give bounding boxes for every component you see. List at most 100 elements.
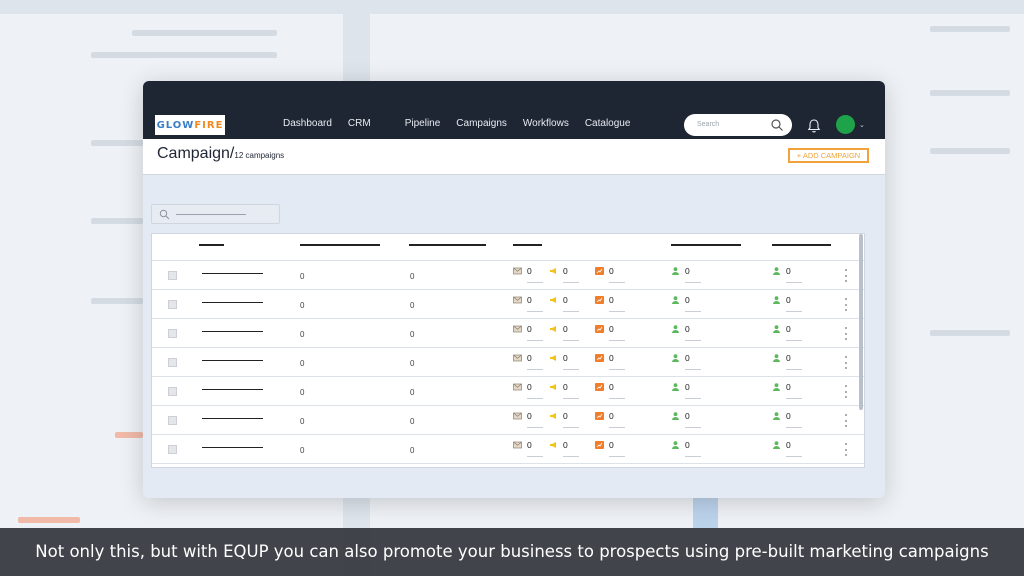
row-checkbox[interactable]: [168, 358, 177, 367]
stat-email: 0: [513, 382, 543, 400]
stat-underline: [527, 282, 543, 283]
stat-underline: [609, 369, 625, 370]
table-row[interactable]: 0 0 0 0 0 0 0: [152, 348, 864, 377]
stat-underline: [563, 369, 579, 370]
table-row[interactable]: 0 0 0 0 0 0 0: [152, 319, 864, 348]
campaign-name-placeholder[interactable]: [202, 302, 263, 303]
search-icon[interactable]: [770, 118, 784, 132]
cell-col-2: 0: [410, 417, 415, 426]
header-col-1[interactable]: [300, 244, 380, 246]
cell-col-1: 0: [300, 388, 305, 397]
header-col-2[interactable]: [409, 244, 486, 246]
nav-crm[interactable]: CRM: [347, 118, 371, 129]
header-name[interactable]: [199, 244, 224, 246]
stat-underline: [609, 427, 625, 428]
row-checkbox[interactable]: [168, 329, 177, 338]
table-search-input[interactable]: [151, 204, 280, 224]
row-menu-icon[interactable]: [845, 385, 849, 398]
stat-sms: 0: [549, 411, 579, 429]
stat-contacts: 0: [671, 295, 701, 313]
row-menu-icon[interactable]: [845, 414, 849, 427]
stat-contacts: 0: [671, 266, 701, 284]
main-menu: Dashboard CRM Pipeline Campaigns Workflo…: [283, 118, 646, 129]
avatar[interactable]: [836, 115, 855, 134]
envelope-icon: [513, 296, 522, 304]
stat-underline: [563, 282, 579, 283]
logo-accent: FIRE: [194, 119, 224, 131]
person-icon: [672, 296, 679, 304]
logo[interactable]: GLOW FIRE: [155, 115, 225, 135]
search-input[interactable]: Search: [684, 114, 792, 136]
row-menu-icon[interactable]: [845, 269, 849, 282]
stat-underline: [685, 456, 701, 457]
envelope-icon: [513, 412, 522, 420]
table-scrollbar[interactable]: [859, 234, 863, 410]
row-checkbox[interactable]: [168, 445, 177, 454]
row-checkbox[interactable]: [168, 387, 177, 396]
row-checkbox[interactable]: [168, 416, 177, 425]
cell-col-1: 0: [300, 359, 305, 368]
stat-underline: [786, 340, 802, 341]
nav-catalogue[interactable]: Catalogue: [584, 118, 631, 129]
campaign-name-placeholder[interactable]: [202, 331, 263, 332]
envelope-icon: [513, 325, 522, 333]
stat-social-value: 0: [609, 353, 614, 363]
row-menu-icon[interactable]: [845, 327, 849, 340]
stat-sms: 0: [549, 295, 579, 313]
megaphone-icon: [550, 355, 556, 361]
nav-workflows[interactable]: Workflows: [522, 118, 569, 129]
table-row[interactable]: 0 0 0 0 0 0 0: [152, 406, 864, 435]
cell-col-1: 0: [300, 330, 305, 339]
app-window: GLOW FIRE Dashboard CRM Pipeline Campaign…: [143, 81, 885, 498]
megaphone-icon: [550, 297, 556, 303]
row-menu-icon[interactable]: [845, 443, 849, 456]
stat-underline: [685, 369, 701, 370]
stat-underline: [685, 340, 701, 341]
megaphone-icon: [550, 384, 556, 390]
table-row[interactable]: 0 0 0 0 0 0 0: [152, 261, 864, 290]
header-contacts[interactable]: [671, 244, 741, 246]
stat-underline: [527, 398, 543, 399]
cell-col-2: 0: [410, 272, 415, 281]
campaign-name-placeholder[interactable]: [202, 418, 263, 419]
row-checkbox[interactable]: [168, 300, 177, 309]
stat-leads: 0: [772, 266, 802, 284]
search-placeholder-line: [176, 214, 246, 215]
row-menu-icon[interactable]: [845, 356, 849, 369]
header-channels[interactable]: [513, 244, 542, 246]
chevron-down-icon[interactable]: ⌄: [859, 122, 865, 129]
nav-campaigns[interactable]: Campaigns: [456, 118, 507, 129]
video-caption: Not only this, but with EQUP you can als…: [0, 528, 1024, 576]
person-icon: [773, 441, 780, 449]
stat-email: 0: [513, 295, 543, 313]
stat-email-value: 0: [527, 440, 532, 450]
stat-underline: [527, 456, 543, 457]
campaign-name-placeholder[interactable]: [202, 273, 263, 274]
stat-sms-value: 0: [563, 382, 568, 392]
person-icon: [672, 325, 679, 333]
table-row[interactable]: 0 0 0 0 0 0 0: [152, 377, 864, 406]
table-row[interactable]: 0 0 0 0 0 0 0: [152, 435, 864, 464]
nav-pipeline[interactable]: Pipeline: [404, 118, 441, 129]
stat-underline: [563, 398, 579, 399]
stat-contacts-value: 0: [685, 411, 690, 421]
campaign-name-placeholder[interactable]: [202, 447, 263, 448]
row-menu-icon[interactable]: [845, 298, 849, 311]
person-icon: [672, 441, 679, 449]
campaign-name-placeholder[interactable]: [202, 389, 263, 390]
stat-email-value: 0: [527, 266, 532, 276]
add-campaign-button[interactable]: + ADD CAMPAIGN: [788, 148, 869, 163]
stat-sms-value: 0: [563, 440, 568, 450]
table-row[interactable]: 0 0 0 0 0 0 0: [152, 290, 864, 319]
stat-social: 0: [595, 295, 625, 313]
stat-underline: [786, 427, 802, 428]
cell-col-2: 0: [410, 301, 415, 310]
nav-dashboard[interactable]: Dashboard: [283, 118, 332, 129]
person-icon: [773, 383, 780, 391]
person-icon: [773, 412, 780, 420]
row-checkbox[interactable]: [168, 271, 177, 280]
campaign-name-placeholder[interactable]: [202, 360, 263, 361]
bell-icon[interactable]: [807, 118, 821, 134]
header-leads[interactable]: [772, 244, 831, 246]
stat-contacts: 0: [671, 440, 701, 458]
